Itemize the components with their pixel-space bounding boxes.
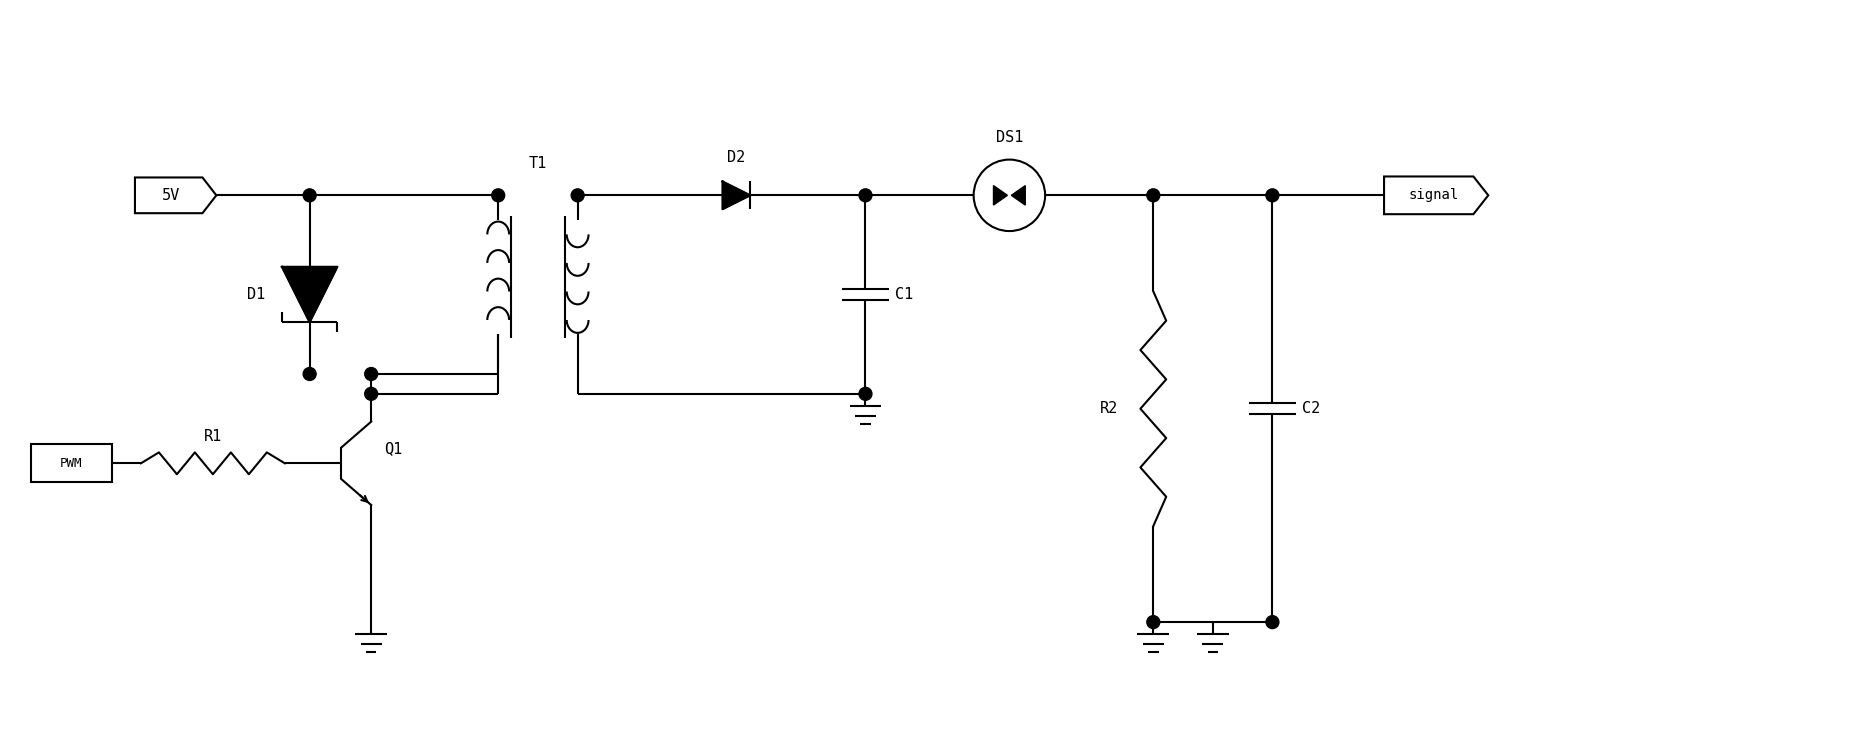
Text: D2: D2 [727, 150, 746, 165]
Text: R2: R2 [1100, 401, 1119, 416]
Circle shape [1265, 616, 1278, 629]
Text: Q1: Q1 [384, 441, 403, 456]
Circle shape [365, 388, 378, 400]
Circle shape [571, 189, 584, 202]
Polygon shape [1011, 185, 1026, 205]
Text: PWM: PWM [59, 457, 83, 469]
Polygon shape [282, 267, 338, 322]
Circle shape [1146, 616, 1159, 629]
Circle shape [859, 388, 872, 400]
Text: 5V: 5V [161, 187, 180, 203]
Text: R1: R1 [204, 429, 223, 444]
Text: signal: signal [1408, 188, 1458, 202]
Circle shape [365, 368, 378, 380]
Circle shape [1146, 189, 1159, 202]
Text: D1: D1 [247, 287, 265, 302]
Circle shape [1265, 189, 1278, 202]
Text: DS1: DS1 [996, 130, 1024, 145]
Text: T1: T1 [529, 156, 547, 171]
Circle shape [859, 189, 872, 202]
Circle shape [302, 368, 315, 380]
Polygon shape [994, 185, 1007, 205]
Text: C2: C2 [1302, 401, 1321, 416]
Circle shape [492, 189, 505, 202]
Circle shape [302, 189, 315, 202]
Polygon shape [723, 182, 749, 209]
Text: C1: C1 [896, 287, 913, 302]
